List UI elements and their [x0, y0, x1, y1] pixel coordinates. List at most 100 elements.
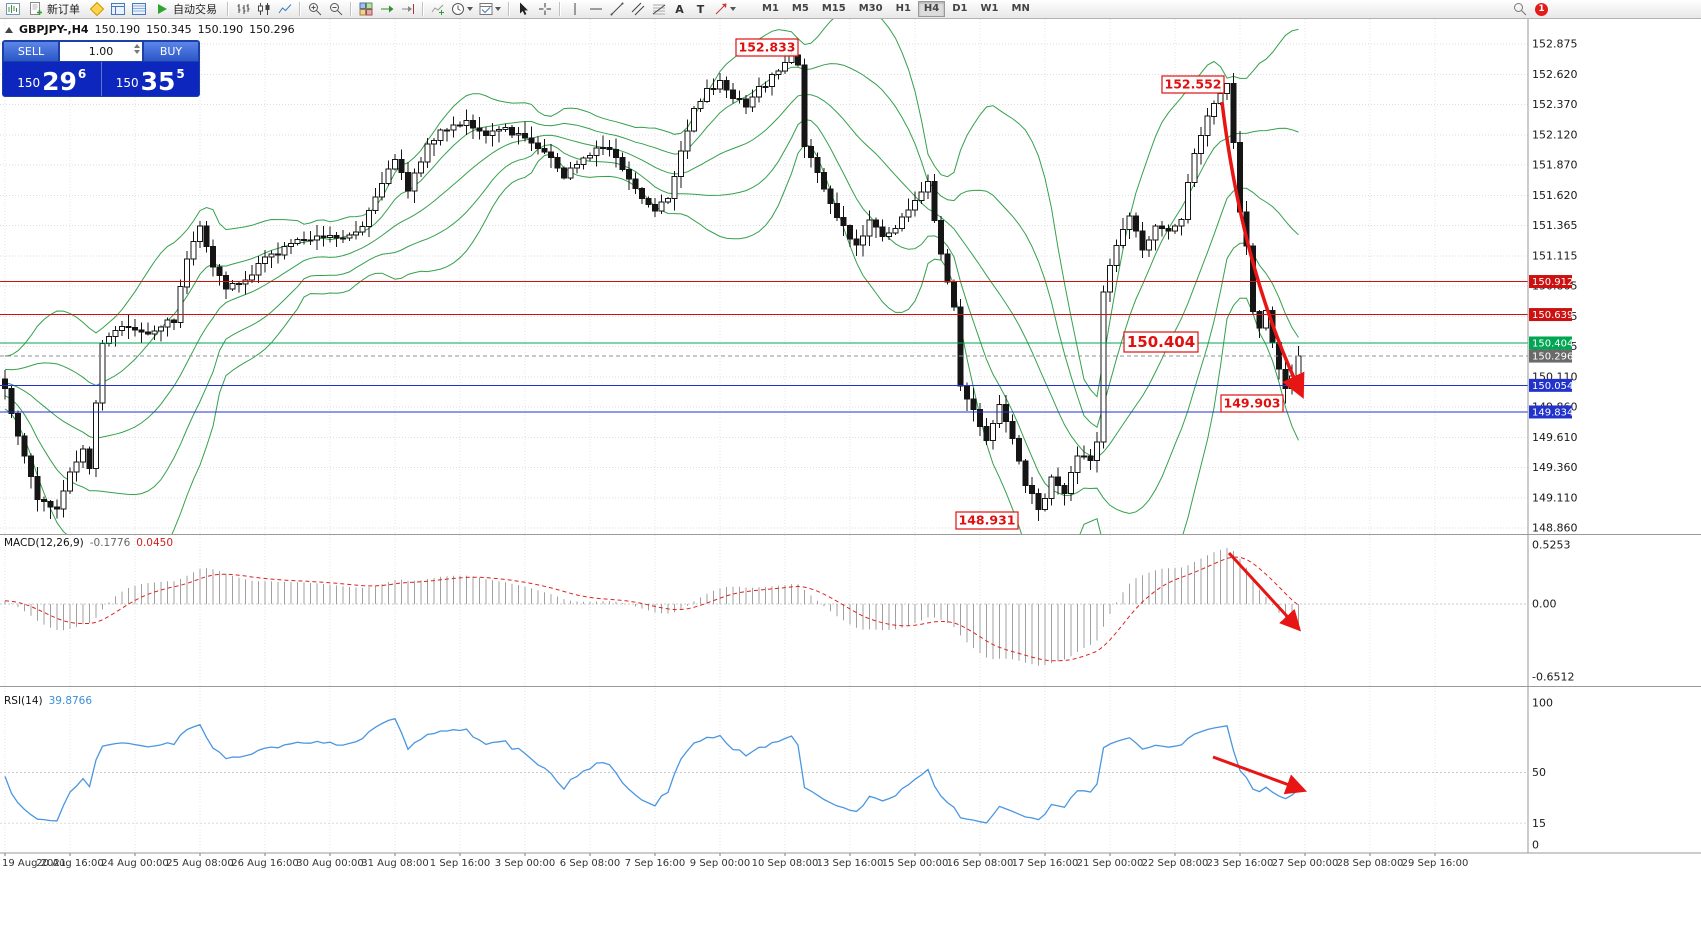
macd-name: MACD(12,26,9)	[4, 537, 84, 549]
chart-canvas[interactable]: 152.875 152.620 152.370 152.120 151.870 151.6…	[0, 19, 1701, 944]
time-axis-label: 10 Sep 08:00	[752, 858, 819, 869]
price-annotation[interactable]: 149.903	[1220, 394, 1284, 413]
search-icon[interactable]	[1510, 1, 1529, 18]
equidistant-channel-icon[interactable]	[628, 1, 647, 18]
text-tool-icon[interactable]: A	[670, 1, 689, 18]
toolbar-separator	[350, 2, 351, 16]
rsi-name: RSI(14)	[4, 695, 43, 707]
price-tag	[1529, 336, 1572, 350]
tf-h1[interactable]: H1	[890, 1, 917, 17]
trend-arrow-rsi[interactable]	[1212, 755, 1308, 795]
tf-m30[interactable]: M30	[853, 1, 889, 17]
time-axis-label: 19 Aug 2021	[2, 858, 66, 869]
templates-icon[interactable]	[477, 1, 503, 18]
buy-price[interactable]: 150 35 5	[102, 62, 200, 96]
symbol-ohlc-bar: GBPJPY-,H4 150.190 150.345 150.190 150.2…	[5, 23, 295, 36]
tf-m15[interactable]: M15	[816, 1, 852, 17]
chart-window-icon[interactable]	[3, 1, 22, 18]
notification-badge[interactable]: 1	[1535, 2, 1548, 16]
macd-indicator-label: MACD(12,26,9) -0.1776 0.0450	[4, 537, 173, 549]
price-tags: 150.912 150.639 150.404 150.296 150.054 149.8…	[1529, 275, 1573, 419]
periods-icon[interactable]	[449, 1, 475, 18]
macd-axis-label: -0.6512	[1532, 671, 1574, 684]
cursor-icon[interactable]	[514, 1, 533, 18]
tf-m5[interactable]: M5	[786, 1, 815, 17]
price-axis-label: 151.870	[1532, 159, 1578, 172]
trend-arrows[interactable]	[1212, 101, 1308, 795]
rsi-indicator-label: RSI(14) 39.8766	[4, 695, 92, 707]
expert-advisors-icon[interactable]	[87, 1, 106, 18]
buy-price-sup: 5	[176, 67, 185, 81]
price-annotation[interactable]: 150.404	[1123, 331, 1199, 353]
zoom-out-icon[interactable]	[326, 1, 345, 18]
crosshair-icon[interactable]	[535, 1, 554, 18]
new-order-button[interactable]: 新订单	[24, 1, 85, 18]
price-annotation[interactable]: 148.931	[955, 511, 1019, 530]
text-label-tool-icon[interactable]: T	[691, 1, 710, 18]
arrows-tool-icon[interactable]	[712, 1, 738, 18]
trend-arrow-macd[interactable]	[1227, 551, 1302, 632]
time-axis-label: 23 Sep 16:00	[1207, 858, 1274, 869]
price-tag-label: 150.054	[1532, 381, 1573, 392]
toolbar-separator	[227, 2, 228, 16]
sell-price[interactable]: 150 29 6	[3, 62, 101, 96]
tf-d1[interactable]: D1	[946, 1, 973, 17]
tf-h4[interactable]: H4	[917, 1, 946, 17]
svg-text:150.404: 150.404	[1127, 333, 1195, 351]
indicators-icon[interactable]	[428, 1, 447, 18]
time-axis-label: 29 Sep 16:00	[1402, 858, 1469, 869]
bollinger-line	[4, 19, 1299, 398]
line-chart-icon[interactable]	[275, 1, 294, 18]
market-watch-icon[interactable]	[108, 1, 127, 18]
new-order-icon	[30, 2, 42, 15]
price-annotation[interactable]: 152.552	[1161, 75, 1225, 94]
tf-m1[interactable]: M1	[756, 1, 785, 17]
auto-scroll-icon[interactable]	[377, 1, 396, 18]
zoom-in-icon[interactable]	[305, 1, 324, 18]
chart-shift-icon[interactable]	[398, 1, 417, 18]
price-tag-label: 150.296	[1532, 352, 1573, 363]
ohlc-low: 150.190	[197, 23, 244, 36]
dropdown-caret	[495, 7, 501, 11]
vertical-line-icon[interactable]	[565, 1, 584, 18]
bollinger-line	[4, 93, 1299, 459]
buy-button[interactable]: BUY	[143, 41, 199, 62]
horizontal-line-objects[interactable]	[0, 281, 1528, 413]
price-axis-label: 152.120	[1532, 128, 1578, 141]
price-axis-label: 152.370	[1532, 98, 1578, 111]
trend-arrow-main[interactable]	[1220, 101, 1305, 399]
volume-input[interactable]: 1.00	[59, 41, 143, 62]
toolbar-right-group: 1	[1510, 1, 1698, 18]
ohlc-high: 150.345	[146, 23, 192, 36]
price-annotation[interactable]: 152.833	[735, 38, 799, 57]
macd-signal-value: 0.0450	[136, 537, 174, 549]
dropdown-caret	[467, 7, 473, 11]
toolbar-separator	[299, 2, 300, 16]
auto-trading-button[interactable]: 自动交易	[150, 1, 222, 18]
toolbar-separator	[508, 2, 509, 16]
horizontal-line-icon[interactable]	[586, 1, 605, 18]
time-axis-label: 13 Sep 16:00	[817, 858, 884, 869]
time-axis-label: 22 Sep 08:00	[1142, 858, 1209, 869]
candlestick-chart-icon[interactable]	[254, 1, 273, 18]
fibonacci-icon[interactable]	[649, 1, 668, 18]
price-tag	[1529, 405, 1572, 419]
trade-panel-toggle-icon[interactable]	[5, 26, 13, 33]
price-axis-label: 149.610	[1532, 431, 1578, 444]
data-window-icon[interactable]	[129, 1, 148, 18]
tf-mn[interactable]: MN	[1006, 1, 1036, 17]
volume-spinner[interactable]	[134, 44, 140, 54]
time-axis-label: 17 Sep 16:00	[1012, 858, 1079, 869]
tf-w1[interactable]: W1	[975, 1, 1005, 17]
sell-button[interactable]: SELL	[3, 41, 59, 62]
time-axis-label: 1 Sep 16:00	[430, 858, 490, 869]
tile-windows-icon[interactable]	[356, 1, 375, 18]
trendline-icon[interactable]	[607, 1, 626, 18]
ohlc-open: 150.190	[94, 23, 141, 36]
price-annotations[interactable]: 152.833 152.552 150.404 149.903 148.931	[735, 38, 1284, 530]
bar-chart-icon[interactable]	[233, 1, 252, 18]
time-axis-label: 7 Sep 16:00	[625, 858, 685, 869]
price-divider	[100, 62, 102, 96]
label-tool-glyph: T	[696, 2, 705, 16]
